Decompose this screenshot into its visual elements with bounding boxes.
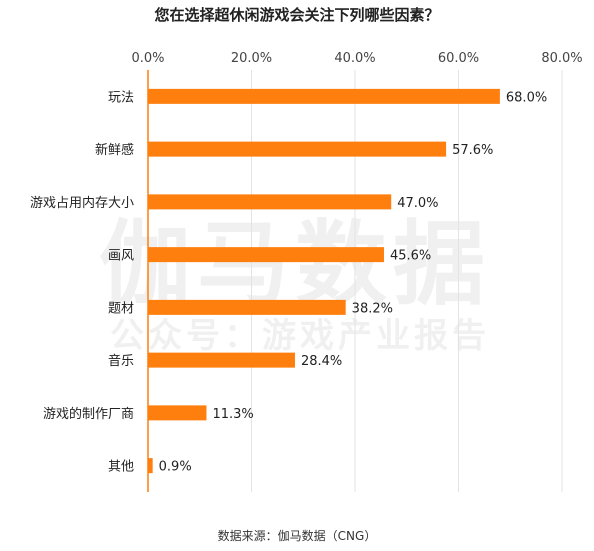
bar (148, 247, 384, 263)
chart-title: 您在选择超休闲游戏会关注下列哪些因素？ (154, 6, 440, 24)
bar (148, 299, 346, 315)
bar (148, 405, 207, 421)
x-tick-label: 60.0% (438, 51, 479, 66)
bar (148, 88, 500, 104)
grid-lines (251, 70, 563, 492)
category-label: 新鲜感 (95, 142, 134, 158)
bar (148, 141, 447, 157)
category-label: 游戏的制作厂商 (43, 406, 134, 422)
data-label: 68.0% (506, 90, 547, 105)
bar (148, 352, 295, 368)
category-label: 其他 (108, 460, 134, 475)
category-label: 题材 (108, 301, 134, 316)
data-label: 45.6% (390, 249, 431, 264)
source-note: 数据来源：伽马数据（CNG） (217, 529, 377, 543)
value-labels: 68.0% 57.6% 47.0% 45.6% 38.2% 28.4% 11.3% 0.9% (159, 90, 548, 474)
watermark-subtext: 公众号：游戏产业报告 (110, 316, 490, 356)
data-label: 0.9% (159, 460, 192, 475)
x-tick-label: 80.0% (541, 51, 582, 66)
data-label: 38.2% (352, 301, 393, 316)
data-label: 47.0% (397, 196, 438, 211)
category-label: 画风 (108, 249, 134, 264)
data-label: 57.6% (452, 143, 493, 158)
data-label: 28.4% (301, 354, 342, 369)
data-label: 11.3% (212, 407, 253, 422)
category-label: 玩法 (108, 90, 134, 105)
x-tick-label: 0.0% (131, 51, 164, 66)
x-tick-label: 20.0% (231, 51, 272, 66)
x-tick-label: 40.0% (334, 51, 375, 66)
category-label: 音乐 (108, 353, 134, 369)
bar (148, 194, 392, 210)
bar (148, 458, 153, 474)
bars (148, 88, 500, 474)
category-label: 游戏占用内存大小 (30, 195, 134, 211)
x-axis-ticks: 0.0% 20.0% 40.0% 60.0% 80.0% (131, 51, 582, 66)
